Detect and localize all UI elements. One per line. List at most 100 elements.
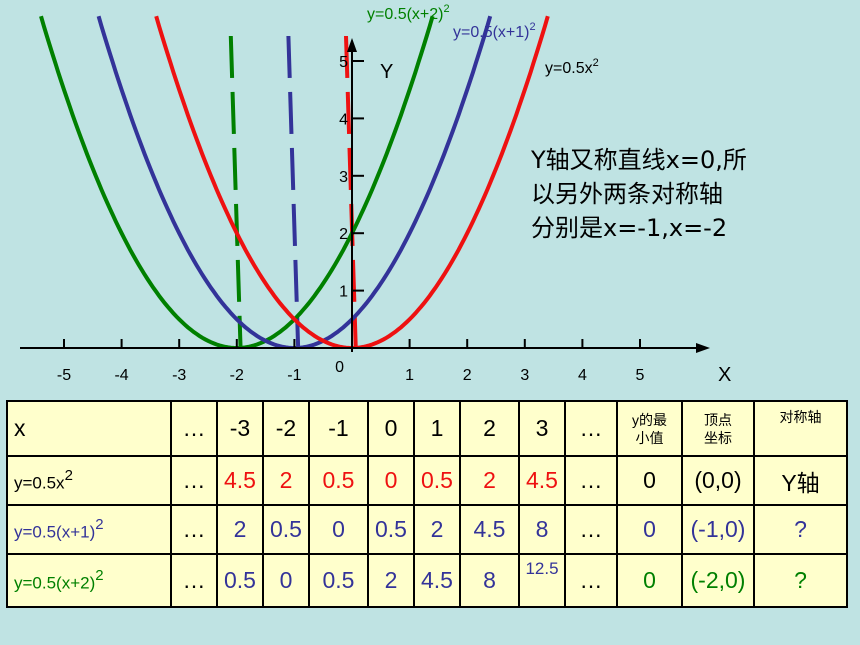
parabola-line-1 — [96, 15, 493, 348]
row-cell: 8 — [459, 553, 520, 608]
symmetry-axis--1 — [286, 35, 301, 348]
header-x-label: x — [6, 400, 172, 457]
row-axis: Y轴 — [753, 455, 848, 506]
row-vertex: (0,0) — [681, 455, 755, 506]
series-label: y=0.5(x+2)2 — [367, 3, 450, 23]
row-label-text: y=0.5x — [14, 473, 65, 493]
header-cell: 0 — [367, 400, 415, 457]
header-min-line-1: y的最 — [632, 411, 667, 428]
row-label-text: y=0.5(x+2) — [14, 573, 96, 593]
series-label-sup: 2 — [529, 21, 535, 33]
header-vertex-line-2: 坐标 — [704, 429, 732, 446]
row-label-sup: 2 — [64, 466, 73, 484]
y-axis-label: Y — [380, 61, 393, 83]
row-vertex: (-1,0) — [681, 504, 755, 555]
row-axis: ? — [753, 504, 848, 555]
row-cell: 2 — [262, 455, 310, 506]
header-cell: 3 — [518, 400, 566, 457]
row-cell: 0.5 — [262, 504, 310, 555]
x-axis-label: X — [718, 364, 731, 386]
row-min: 0 — [616, 553, 683, 608]
y-axis-arrow — [347, 38, 357, 52]
parabola-line-2 — [39, 15, 435, 348]
series-label-sup: 2 — [593, 57, 599, 69]
series-label: y=0.5x2 — [545, 57, 599, 77]
x-tick-label: 2 — [463, 367, 472, 384]
header-cell: … — [564, 400, 618, 457]
parabola-line-0 — [154, 15, 550, 348]
y-tick-label: 2 — [339, 226, 348, 243]
row-cell: 0 — [367, 455, 415, 506]
header-min-value: y的最 小值 — [616, 400, 683, 457]
row-label: y=0.5x2 — [6, 455, 172, 506]
table-header-row: x … -3 -2 -1 0 1 2 3 … y的最 小值 顶点 坐标 对称轴 — [6, 400, 848, 457]
row-label-text: y=0.5(x+1) — [14, 522, 96, 542]
x-axis-arrow — [696, 343, 710, 353]
header-cell: -1 — [308, 400, 369, 457]
row-min: 0 — [616, 504, 683, 555]
row-min: 0 — [616, 455, 683, 506]
row-cell: 12.5 — [518, 553, 566, 608]
header-vertex-line-1: 顶点 — [704, 411, 732, 428]
note-line-2: 以另外两条对称轴 — [531, 180, 723, 208]
row-cell: 4.5 — [413, 553, 461, 608]
row-cell: 0.5 — [216, 553, 264, 608]
header-cell: … — [170, 400, 218, 457]
y-tick-label: 3 — [339, 169, 348, 186]
row-cell: … — [564, 553, 618, 608]
row-label-sup: 2 — [95, 566, 104, 584]
x-tick-label: -3 — [172, 367, 186, 384]
row-cell: 4.5 — [518, 455, 566, 506]
symmetry-note: Y轴又称直线x=0,所 以另外两条对称轴 分别是x=-1,x=-2 — [531, 143, 747, 245]
row-cell: 2 — [367, 553, 415, 608]
origin-label: 0 — [335, 359, 344, 376]
symmetry-axis--2 — [228, 35, 243, 348]
x-tick-label: -4 — [114, 367, 128, 384]
x-tick-label: -1 — [287, 367, 301, 384]
row-cell: 2 — [459, 455, 520, 506]
y-tick-label: 1 — [339, 284, 348, 301]
row-vertex: (-2,0) — [681, 553, 755, 608]
row-cell: … — [170, 504, 218, 555]
row-cell: … — [564, 504, 618, 555]
series-label: y=0.5(x+1)2 — [453, 21, 536, 41]
series-label-text: y=0.5x — [545, 60, 593, 77]
row-cell: 0.5 — [413, 455, 461, 506]
x-tick-label: -2 — [230, 367, 244, 384]
x-tick-label: 5 — [636, 367, 645, 384]
row-cell: 0 — [262, 553, 310, 608]
header-min-line-2: 小值 — [635, 429, 664, 446]
row-cell: 4.5 — [459, 504, 520, 555]
x-tick-label: 4 — [578, 367, 587, 384]
header-vertex: 顶点 坐标 — [681, 400, 755, 457]
y-tick-label: 4 — [339, 111, 348, 128]
row-cell: 0.5 — [367, 504, 415, 555]
header-cell: -2 — [262, 400, 310, 457]
row-axis: ? — [753, 553, 848, 608]
series-label-sup: 2 — [443, 3, 449, 15]
note-line-3: 分别是x=-1,x=-2 — [531, 214, 728, 242]
table-row: y=0.5(x+1)2 … 2 0.5 0 0.5 2 4.5 8 … 0 (-… — [6, 504, 848, 555]
y-tick-label: 5 — [339, 54, 348, 71]
row-label: y=0.5(x+2)2 — [6, 553, 172, 608]
series-label-text: y=0.5(x+2) — [367, 6, 443, 23]
header-cell: -3 — [216, 400, 264, 457]
row-cell: 4.5 — [216, 455, 264, 506]
note-line-1: Y轴又称直线x=0,所 — [531, 146, 747, 174]
header-axis: 对称轴 — [753, 400, 848, 457]
row-cell: 0 — [308, 504, 369, 555]
row-cell: 2 — [413, 504, 461, 555]
row-cell: 0.5 — [308, 553, 369, 608]
row-label-sup: 2 — [95, 515, 104, 533]
x-tick-label: 1 — [405, 367, 414, 384]
row-cell: 8 — [518, 504, 566, 555]
row-cell: … — [564, 455, 618, 506]
row-cell: 2 — [216, 504, 264, 555]
row-label: y=0.5(x+1)2 — [6, 504, 172, 555]
values-table: x … -3 -2 -1 0 1 2 3 … y的最 小值 顶点 坐标 对称轴 … — [6, 400, 848, 608]
x-tick-label: -5 — [57, 367, 71, 384]
header-cell: 1 — [413, 400, 461, 457]
table-row: y=0.5(x+2)2 … 0.5 0 0.5 2 4.5 8 12.5 … 0… — [6, 553, 848, 608]
row-cell: … — [170, 553, 218, 608]
